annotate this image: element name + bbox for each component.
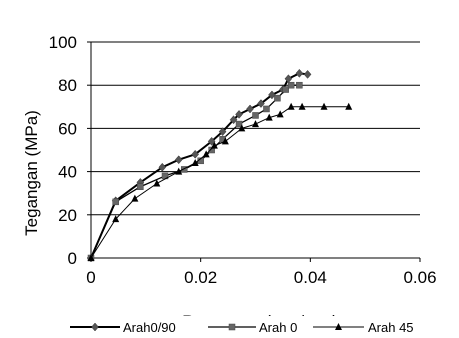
data-point-1-11 <box>274 94 281 102</box>
legend-marker-1 <box>228 323 236 331</box>
data-point-0-11 <box>257 99 265 108</box>
y-tick-label-3: 60 <box>58 119 77 138</box>
data-point-1-10 <box>263 105 270 113</box>
data-point-1-8 <box>235 120 243 128</box>
data-point-2-3 <box>153 179 161 187</box>
data-point-0-7 <box>218 127 227 137</box>
y-tick-label-0: 0 <box>68 249 77 268</box>
legend-marker-0 <box>91 322 99 332</box>
data-point-0-6 <box>207 136 216 146</box>
y-tick-label-5: 100 <box>49 33 77 52</box>
data-point-2-1 <box>112 215 120 223</box>
legend: Arah0/90 Arah 0 Arah 45 <box>58 316 458 338</box>
data-point-2-2 <box>131 194 139 202</box>
legend-marker-2 <box>335 323 342 330</box>
data-point-1-13 <box>287 81 295 89</box>
data-point-2-9 <box>238 124 246 132</box>
data-point-0-4 <box>174 155 183 165</box>
series-2 <box>87 102 353 261</box>
legend-label-1: Arah 0 <box>259 320 297 335</box>
data-point-0-15 <box>295 68 304 78</box>
data-point-0-9 <box>235 109 243 119</box>
data-point-2-0 <box>87 254 95 261</box>
gridlines <box>91 41 420 216</box>
y-tick-label-1: 20 <box>58 206 77 225</box>
series-layer <box>87 68 353 263</box>
data-point-0-8 <box>229 115 238 125</box>
data-point-2-11 <box>265 113 273 121</box>
data-point-1-14 <box>296 81 303 89</box>
data-point-2-6 <box>202 150 210 158</box>
data-point-1-9 <box>252 112 259 119</box>
data-point-2-16 <box>345 102 353 110</box>
data-point-1-4 <box>180 166 188 173</box>
x-tick-label-0: 0 <box>86 268 95 287</box>
data-point-1-1 <box>112 198 119 206</box>
plot-area <box>91 42 420 258</box>
legend-label-2: Arah 45 <box>368 320 414 335</box>
plot-background <box>91 42 420 258</box>
data-point-2-4 <box>175 167 183 175</box>
data-point-0-3 <box>158 162 167 172</box>
x-tick-label-1: 0.02 <box>184 268 217 287</box>
data-point-0-5 <box>191 149 200 159</box>
data-point-2-15 <box>320 102 328 110</box>
legend-label-0: Arah0/90 <box>123 320 176 335</box>
x-tick-label-3: 0.06 <box>403 268 436 287</box>
y-tick-label-4: 80 <box>58 76 77 95</box>
y-axis-label: Tegangan (MPa) <box>22 110 41 236</box>
data-point-2-10 <box>252 120 259 128</box>
x-tick-label-2: 0.04 <box>294 268 327 287</box>
data-point-2-8 <box>221 137 229 145</box>
legend-background <box>58 316 458 338</box>
y-tick-label-2: 40 <box>58 163 77 182</box>
data-point-1-12 <box>282 86 289 93</box>
data-point-1-6 <box>208 146 215 154</box>
data-point-0-12 <box>268 90 276 100</box>
data-point-1-2 <box>137 183 144 190</box>
series-1 <box>87 81 303 262</box>
data-point-0-16 <box>303 70 312 79</box>
tick-labels: 0 20 40 60 80 100 0 0.02 0.04 0.06 <box>49 33 437 287</box>
data-point-0-10 <box>246 104 254 114</box>
data-point-2-14 <box>298 102 306 110</box>
data-point-2-13 <box>287 102 295 110</box>
data-point-2-12 <box>276 110 284 118</box>
data-point-2-7 <box>210 141 218 149</box>
data-point-2-5 <box>191 158 199 166</box>
